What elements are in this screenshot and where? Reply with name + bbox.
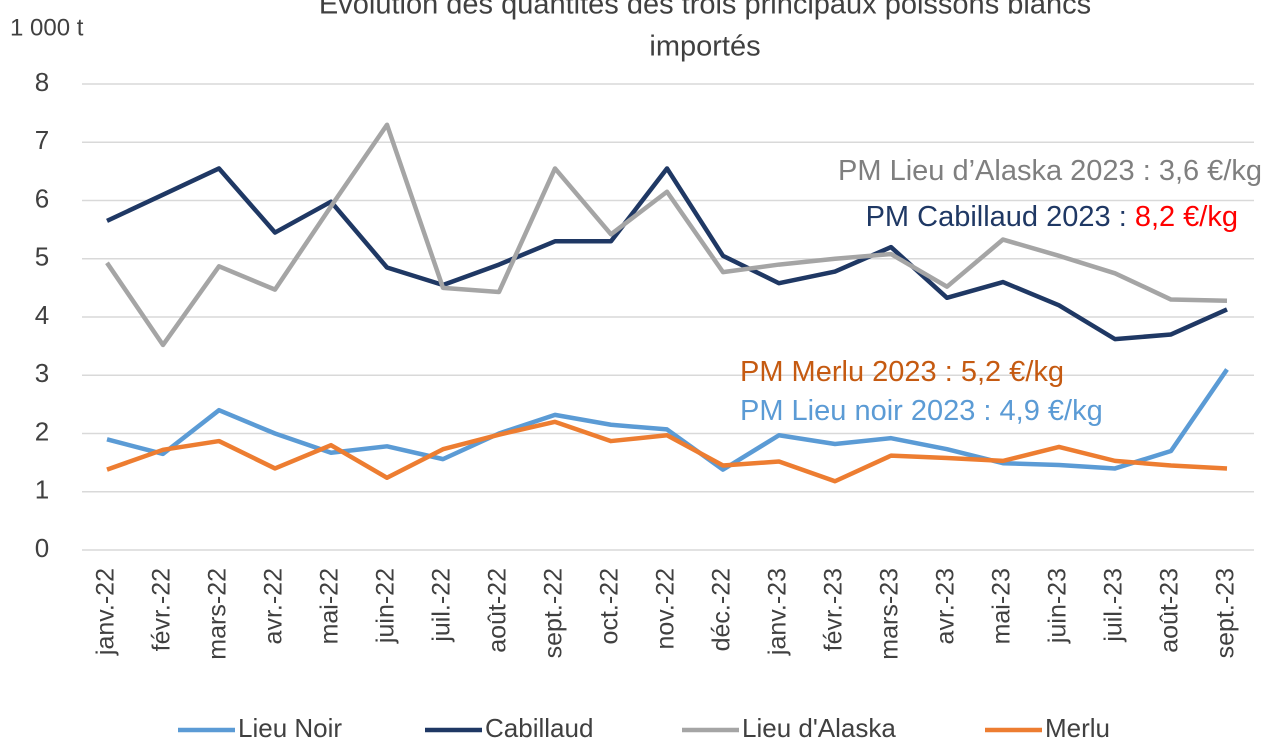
- y-tick-label: 1: [35, 475, 49, 505]
- annotation: PM Merlu 2023 : 5,2 €/kg: [740, 356, 1064, 388]
- chart-title: Évolution des quantités des trois princi…: [319, 0, 1091, 21]
- y-unit: 1 000 t: [10, 14, 84, 41]
- x-tick-label: nov.-22: [652, 568, 680, 650]
- x-tick-label: sept.-23: [1212, 568, 1240, 658]
- y-tick-label: 2: [35, 416, 49, 446]
- y-tick-label: 5: [35, 242, 49, 272]
- x-tick-label: juil.-22: [428, 568, 456, 643]
- x-tick-label: mai-22: [316, 568, 344, 644]
- x-tick-label: mars-23: [876, 568, 904, 660]
- y-tick-label: 8: [35, 67, 49, 97]
- x-tick-label: avr.-23: [932, 568, 960, 644]
- series-line: [106, 166, 1228, 342]
- y-tick-label: 7: [35, 125, 49, 155]
- annotation-part: PM Lieu noir 2023 : 4,9 €/kg: [740, 395, 1103, 427]
- y-tick-label: 3: [35, 358, 49, 388]
- x-tick-label: juin-22: [372, 568, 400, 644]
- y-tick-label: 0: [35, 533, 49, 563]
- annotation: PM Cabillaud 2023 : 8,2 €/kg: [866, 201, 1238, 233]
- x-tick-label: juil.-23: [1100, 568, 1128, 643]
- annotation-part: PM Merlu 2023 : 5,2 €/kg: [740, 356, 1064, 388]
- annotation: PM Lieu d’Alaska 2023 : 3,6 €/kg: [838, 155, 1262, 187]
- chart-title: importés: [649, 31, 760, 63]
- legend-label: Merlu: [1045, 713, 1110, 743]
- legend-label: Cabillaud: [485, 713, 593, 743]
- x-tick-label: août-23: [1156, 568, 1184, 653]
- series-line: [106, 368, 1229, 472]
- annotation-part: PM Cabillaud 2023 :: [866, 201, 1135, 233]
- annotation-part: PM Lieu d’Alaska 2023 : 3,6 €/kg: [838, 155, 1262, 187]
- legend-label: Lieu Noir: [238, 713, 342, 743]
- x-tick-label: oct.-22: [596, 568, 624, 644]
- series-line: [106, 419, 1228, 484]
- y-tick-label: 6: [35, 183, 49, 213]
- x-tick-label: avr.-22: [260, 568, 288, 644]
- x-tick-label: févr.-23: [820, 568, 848, 651]
- y-tick-label: 4: [35, 300, 49, 330]
- annotation-part: 8,2 €/kg: [1135, 201, 1238, 233]
- x-tick-label: sept.-22: [540, 568, 568, 658]
- x-tick-label: janv.-23: [764, 568, 792, 656]
- x-tick-label: mars-22: [204, 568, 232, 660]
- x-tick-label: juin-23: [1044, 568, 1072, 644]
- x-tick-label: févr.-22: [148, 568, 176, 651]
- x-tick-label: déc.-22: [708, 568, 736, 651]
- legend-label: Lieu d'Alaska: [742, 713, 896, 743]
- x-tick-label: mai-23: [988, 568, 1016, 644]
- x-tick-label: août-22: [484, 568, 512, 653]
- annotation: PM Lieu noir 2023 : 4,9 €/kg: [740, 395, 1103, 427]
- series-line: [105, 122, 1228, 348]
- x-tick-label: janv.-22: [92, 568, 120, 656]
